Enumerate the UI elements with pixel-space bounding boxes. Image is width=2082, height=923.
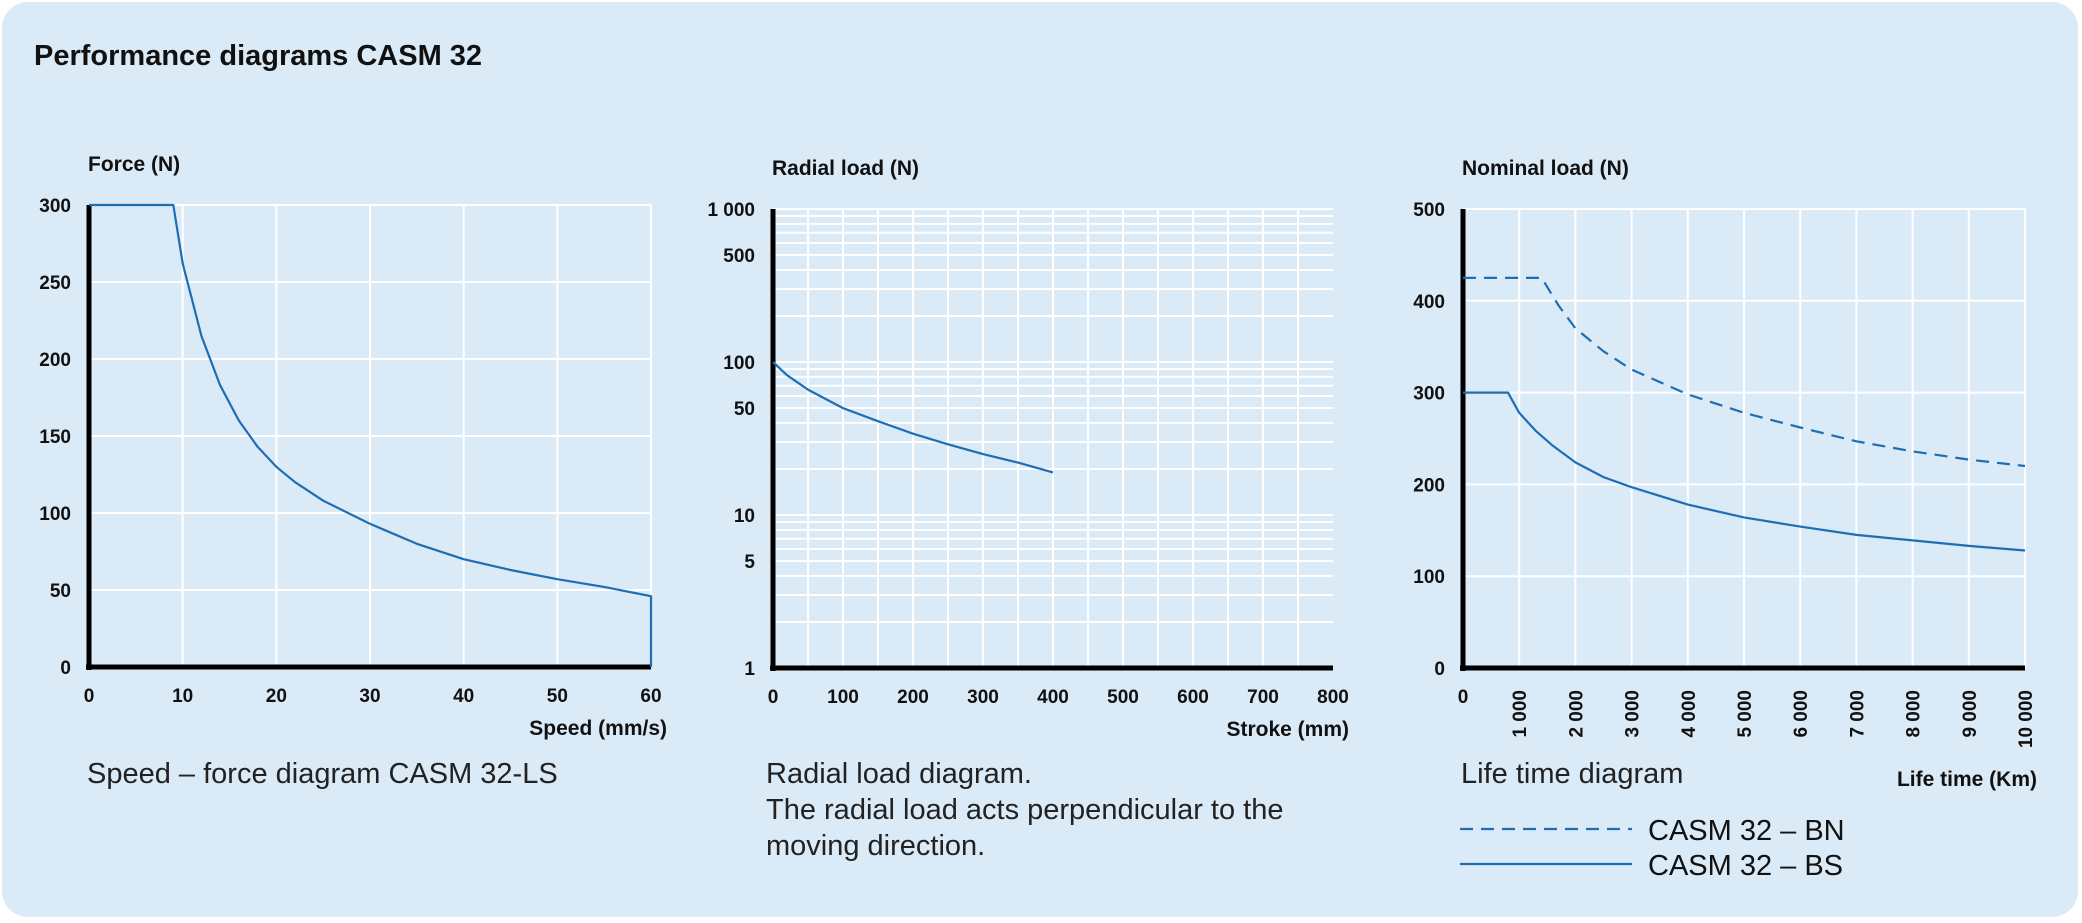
- chart2-x-tick-label: 800: [1317, 687, 1349, 708]
- chart1-x-tick-label: 20: [266, 686, 287, 707]
- chart2-x-tick-label: 200: [897, 687, 929, 708]
- chart3-y-axis-title: Nominal load (N): [1462, 157, 1629, 180]
- chart2-x-tick-label: 500: [1107, 687, 1139, 708]
- chart2-caption-line: moving direction.: [766, 830, 986, 862]
- chart3-series-line: [1463, 391, 2026, 552]
- chart2-x-axis-title: Stroke (mm): [1226, 718, 1349, 741]
- chart3-x-tick-label: 7 000: [1847, 690, 1868, 738]
- chart2-y-tick-label: 1: [744, 659, 755, 680]
- chart2-x-tick-label: 700: [1247, 687, 1279, 708]
- chart2-x-tick-label: 100: [827, 687, 859, 708]
- chart3-y-tick-label: 100: [1413, 567, 1445, 588]
- chart1-y-tick-label: 200: [39, 350, 71, 371]
- chart3-x-tick-label: 4 000: [1679, 690, 1700, 738]
- chart1-x-tick-label: 50: [547, 686, 568, 707]
- chart3-x-tick-label: 3 000: [1623, 690, 1644, 738]
- chart3-x-tick-label: 9 000: [1960, 690, 1981, 738]
- chart1-y-tick-label: 150: [39, 427, 71, 448]
- chart2-y-tick-label: 1 000: [707, 200, 755, 221]
- chart1-y-tick-label: 100: [39, 504, 71, 525]
- chart3-x-tick-label: 0: [1458, 687, 1469, 708]
- chart2-x-tick-label: 300: [967, 687, 999, 708]
- chart2-x-tick-label: 400: [1037, 687, 1069, 708]
- chart1-caption-line: Speed – force diagram CASM 32-LS: [87, 758, 558, 790]
- chart3-series-line: [1463, 276, 2026, 468]
- chart2-x-tick-label: 0: [768, 687, 779, 708]
- chart2-y-tick-label: 500: [723, 246, 755, 267]
- chart1-y-tick-label: 250: [39, 273, 71, 294]
- chart1-y-tick-label: 300: [39, 196, 71, 217]
- chart3-caption-line: Life time diagram: [1461, 758, 1684, 790]
- chart2-series-line: [772, 361, 1054, 474]
- chart3-legend-label: CASM 32 – BS: [1648, 850, 1843, 882]
- chart3-y-tick-label: 400: [1413, 292, 1445, 313]
- chart3-x-tick-label: 1 000: [1510, 690, 1531, 738]
- chart2-y-tick-label: 10: [734, 506, 755, 527]
- chart1-x-tick-label: 40: [453, 686, 474, 707]
- chart3-x-tick-label: 8 000: [1904, 690, 1925, 738]
- chart1-y-tick-label: 0: [60, 658, 71, 679]
- chart3-y-tick-label: 300: [1413, 384, 1445, 405]
- chart1-x-tick-label: 10: [172, 686, 193, 707]
- chart3-x-tick-label: 2 000: [1566, 690, 1587, 738]
- page-title: Performance diagrams CASM 32: [34, 40, 483, 72]
- chart3-x-tick-label: 6 000: [1791, 690, 1812, 738]
- chart1-y-tick-label: 50: [50, 581, 71, 602]
- chart1-x-axis-title: Speed (mm/s): [529, 717, 667, 740]
- chart3-x-axis-title: Life time (Km): [1897, 768, 2037, 791]
- chart3-caption: Life time diagram: [1461, 756, 1683, 792]
- chart2-caption-line: Radial load diagram.: [766, 758, 1032, 790]
- chart1-x-tick-label: 0: [84, 686, 95, 707]
- chart1-series-line: [89, 203, 653, 667]
- chart3-legend-label: CASM 32 – BN: [1648, 815, 1845, 847]
- chart1-x-tick-label: 30: [359, 686, 380, 707]
- chart3-x-tick-label: 10 000: [2016, 690, 2037, 748]
- chart1-y-axis-title: Force (N): [88, 153, 180, 176]
- chart2-y-tick-label: 100: [723, 353, 755, 374]
- chart2-caption-line: The radial load acts perpendicular to th…: [766, 794, 1284, 826]
- chart3-y-tick-label: 200: [1413, 475, 1445, 496]
- chart3-y-tick-label: 0: [1434, 659, 1445, 680]
- chart1-caption: Speed – force diagram CASM 32-LS: [87, 756, 558, 792]
- chart2-y-tick-label: 50: [734, 399, 755, 420]
- chart3-y-tick-label: 500: [1413, 200, 1445, 221]
- chart2-x-tick-label: 600: [1177, 687, 1209, 708]
- chart1-x-tick-label: 60: [640, 686, 661, 707]
- chart3-x-tick-label: 5 000: [1735, 690, 1756, 738]
- chart2-y-axis-title: Radial load (N): [772, 157, 919, 180]
- chart2-y-tick-label: 5: [744, 552, 755, 573]
- chart2-caption: Radial load diagram. The radial load act…: [766, 756, 1283, 864]
